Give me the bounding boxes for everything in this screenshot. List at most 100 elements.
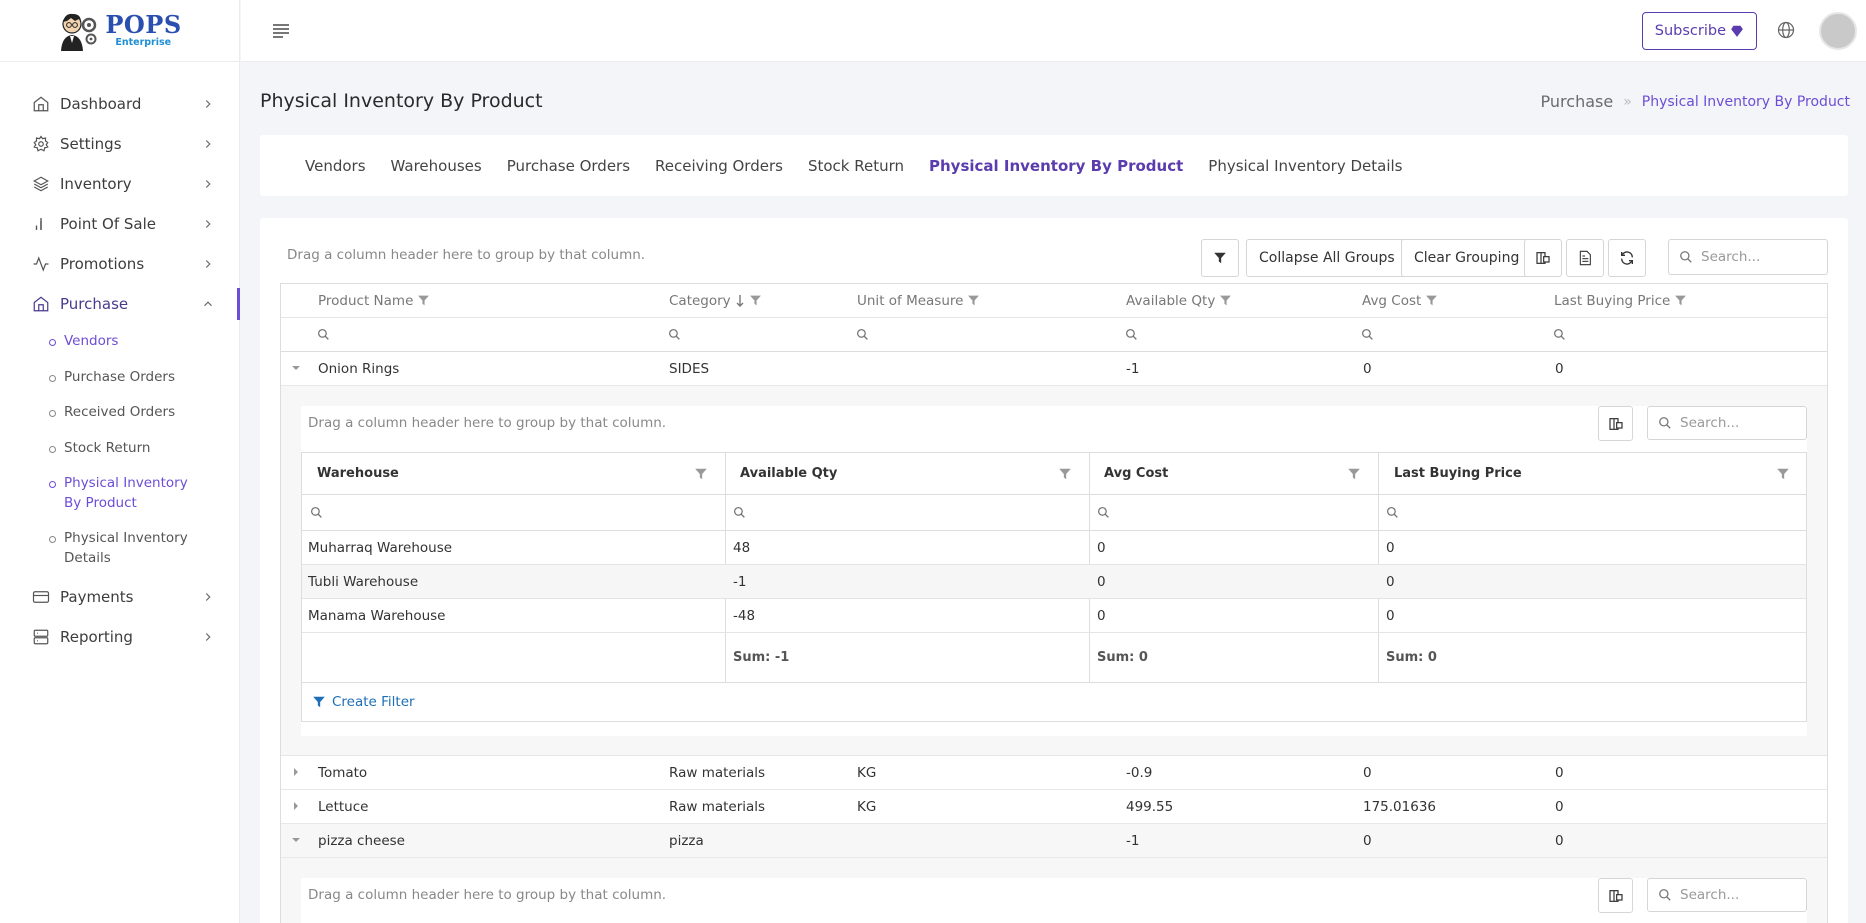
detail-search-box[interactable] [1647, 878, 1807, 912]
filter-product-name[interactable] [317, 318, 330, 351]
detail-search-box[interactable] [1647, 406, 1807, 440]
sidebar-item-label: Settings [60, 135, 122, 153]
collapse-row-icon[interactable] [291, 835, 301, 845]
table-row[interactable]: Tomato Raw materials KG -0.9 0 0 [281, 756, 1827, 790]
dcol-avg-cost[interactable]: Avg Cost [1104, 466, 1169, 481]
detail-row[interactable]: Tubli Warehouse -1 0 0 [302, 565, 1806, 599]
tab-physical-inventory-details[interactable]: Physical Inventory Details [1208, 156, 1403, 175]
col-product-name[interactable]: Product Name [318, 284, 430, 317]
sidebar-item-inventory[interactable]: Inventory [0, 164, 239, 204]
filter-available-qty[interactable] [1125, 318, 1138, 351]
table-row[interactable]: Lettuce Raw materials KG 499.55 175.0163… [281, 790, 1827, 824]
sidebar-subitem-physical-inventory-by-product[interactable]: Physical Inventory By Product [47, 466, 207, 521]
sidebar-item-label: Purchase [60, 295, 129, 313]
refresh-icon [1620, 251, 1634, 265]
grid-search-box[interactable] [1668, 239, 1828, 275]
col-label: Avg Cost [1362, 292, 1422, 309]
export-button[interactable] [1566, 239, 1604, 277]
sidebar-item-promotions[interactable]: Promotions [0, 244, 239, 284]
collapse-all-groups-button[interactable]: Collapse All Groups [1246, 239, 1408, 277]
avatar[interactable] [1819, 12, 1857, 50]
clear-grouping-button[interactable]: Clear Grouping [1401, 239, 1533, 277]
globe-icon[interactable] [1776, 20, 1796, 40]
sidebar-subitem-received-orders[interactable]: Received Orders [47, 395, 239, 431]
detail-row[interactable]: Muharraq Warehouse 48 0 0 [302, 531, 1806, 565]
detail-column-chooser-button[interactable] [1598, 406, 1633, 441]
expand-row-icon[interactable] [291, 767, 301, 777]
subscribe-button[interactable]: Subscribe [1641, 12, 1757, 50]
tab-purchase-orders[interactable]: Purchase Orders [506, 156, 631, 175]
group-panel-hint[interactable]: Drag a column header here to group by th… [287, 247, 646, 263]
sidebar-item-payments[interactable]: Payments [0, 577, 239, 617]
col-available-qty[interactable]: Available Qty [1126, 284, 1232, 317]
tab-vendors[interactable]: Vendors [305, 156, 366, 175]
filter-button[interactable] [1201, 239, 1239, 277]
filter-unit-of-measure[interactable] [856, 318, 869, 351]
column-chooser-button[interactable] [1524, 239, 1562, 277]
filter-last-buying-price[interactable] [1553, 318, 1566, 351]
sidebar-item-purchase[interactable]: Purchase [0, 284, 240, 324]
funnel-icon[interactable] [1776, 467, 1790, 481]
dcol-available-qty[interactable]: Available Qty [740, 466, 838, 481]
funnel-icon[interactable] [1219, 294, 1232, 307]
sidebar-item-dashboard[interactable]: Dashboard [0, 84, 239, 124]
sidebar-item-point-of-sale[interactable]: Point Of Sale [0, 204, 239, 244]
funnel-icon[interactable] [1674, 294, 1687, 307]
sidebar-subitem-purchase-orders[interactable]: Purchase Orders [47, 360, 239, 396]
col-avg-cost[interactable]: Avg Cost [1362, 284, 1438, 317]
collapse-row-icon[interactable] [291, 363, 301, 373]
filter-category[interactable] [668, 318, 681, 351]
sidebar-subitem-stock-return[interactable]: Stock Return [47, 431, 239, 467]
col-last-buying-price[interactable]: Last Buying Price [1554, 284, 1687, 317]
create-filter-link[interactable]: Create Filter [312, 694, 415, 710]
brand-logo[interactable]: POPS Enterprise [0, 0, 239, 62]
expand-row-icon[interactable] [291, 801, 301, 811]
table-row[interactable]: pizza cheese pizza -1 0 0 [281, 824, 1827, 858]
sidebar-subitem-physical-inventory-details[interactable]: Physical Inventory Details [47, 521, 207, 576]
col-category[interactable]: Category [669, 284, 762, 317]
funnel-icon[interactable] [749, 294, 762, 307]
detail-search-input[interactable] [1680, 415, 1790, 431]
filter-avg-cost[interactable] [1361, 318, 1374, 351]
inventory-card: Drag a column header here to group by th… [260, 218, 1848, 923]
sidebar-subitem-vendors[interactable]: Vendors [47, 324, 239, 360]
table-row[interactable]: Onion Rings SIDES -1 0 0 [281, 352, 1827, 386]
sidebar-item-reporting[interactable]: Reporting [0, 617, 239, 657]
tab-stock-return[interactable]: Stock Return [807, 156, 904, 175]
detail-group-panel-hint[interactable]: Drag a column header here to group by th… [308, 415, 667, 431]
detail-group-panel-hint[interactable]: Drag a column header here to group by th… [308, 887, 667, 903]
tab-warehouses[interactable]: Warehouses [390, 156, 482, 175]
cell-category: pizza [669, 832, 704, 849]
menu-icon[interactable] [271, 21, 291, 39]
funnel-icon[interactable] [967, 294, 980, 307]
dfilter-warehouse[interactable] [310, 495, 323, 530]
tab-receiving-orders[interactable]: Receiving Orders [655, 156, 783, 175]
tab-physical-inventory-by-product[interactable]: Physical Inventory By Product [929, 156, 1184, 175]
dcol-last-buying-price[interactable]: Last Buying Price [1394, 466, 1522, 481]
funnel-icon[interactable] [1347, 467, 1361, 481]
sidebar: POPS Enterprise Dashboard Settings Inven… [0, 0, 240, 923]
funnel-icon[interactable] [1425, 294, 1438, 307]
funnel-icon[interactable] [1058, 467, 1072, 481]
sidebar-item-settings[interactable]: Settings [0, 124, 239, 164]
dfilter-avg-cost[interactable] [1097, 495, 1110, 530]
breadcrumb-root[interactable]: Purchase [1540, 92, 1614, 111]
col-unit-of-measure[interactable]: Unit of Measure [857, 284, 980, 317]
detail-search-input[interactable] [1680, 887, 1790, 903]
cell-available-qty: -1 [1126, 360, 1140, 377]
col-label: Category [669, 292, 731, 309]
detail-row[interactable]: Manama Warehouse -48 0 0 [302, 599, 1806, 633]
refresh-button[interactable] [1608, 239, 1646, 277]
detail-column-chooser-button[interactable] [1598, 878, 1633, 913]
search-icon [733, 506, 745, 518]
dcol-warehouse[interactable]: Warehouse [317, 466, 399, 481]
funnel-icon[interactable] [417, 294, 430, 307]
search-icon [1361, 328, 1373, 340]
funnel-icon[interactable] [694, 467, 708, 481]
cell-last-buying-price: 0 [1555, 832, 1564, 849]
credit-card-icon [32, 590, 50, 603]
dfilter-last-buying-price[interactable] [1386, 495, 1399, 530]
dfilter-available-qty[interactable] [733, 495, 746, 530]
grid-search-input[interactable] [1701, 249, 1811, 265]
detail-panel: Drag a column header here to group by th… [281, 386, 1827, 756]
